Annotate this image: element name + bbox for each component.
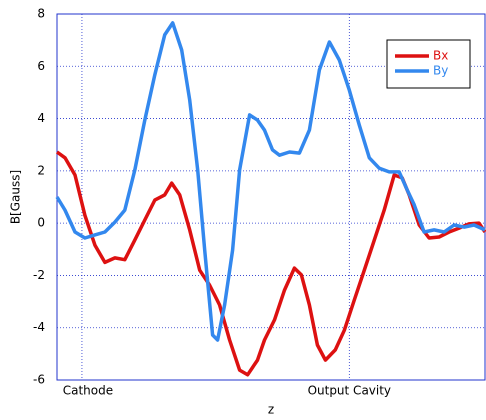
- y-tick-label: -2: [33, 268, 45, 282]
- y-tick-label: 0: [37, 216, 45, 230]
- y-tick-label: 6: [37, 59, 45, 73]
- legend-label: By: [433, 64, 448, 78]
- line: [55, 150, 486, 377]
- y-tick-label: 8: [37, 7, 45, 21]
- y-tick-label: -6: [33, 373, 45, 387]
- y-tick-label: 4: [37, 111, 45, 125]
- x-tick-label: Cathode: [63, 384, 113, 398]
- x-axis-label: z: [268, 403, 274, 417]
- y-tick-label: -4: [33, 320, 45, 334]
- x-tick-label: Output Cavity: [308, 384, 391, 398]
- y-tick-label: 2: [37, 163, 45, 177]
- y-axis-label: B[Gauss]: [9, 170, 23, 224]
- line: [55, 21, 486, 342]
- legend-label: Bx: [433, 49, 448, 63]
- legend-box: [386, 39, 471, 89]
